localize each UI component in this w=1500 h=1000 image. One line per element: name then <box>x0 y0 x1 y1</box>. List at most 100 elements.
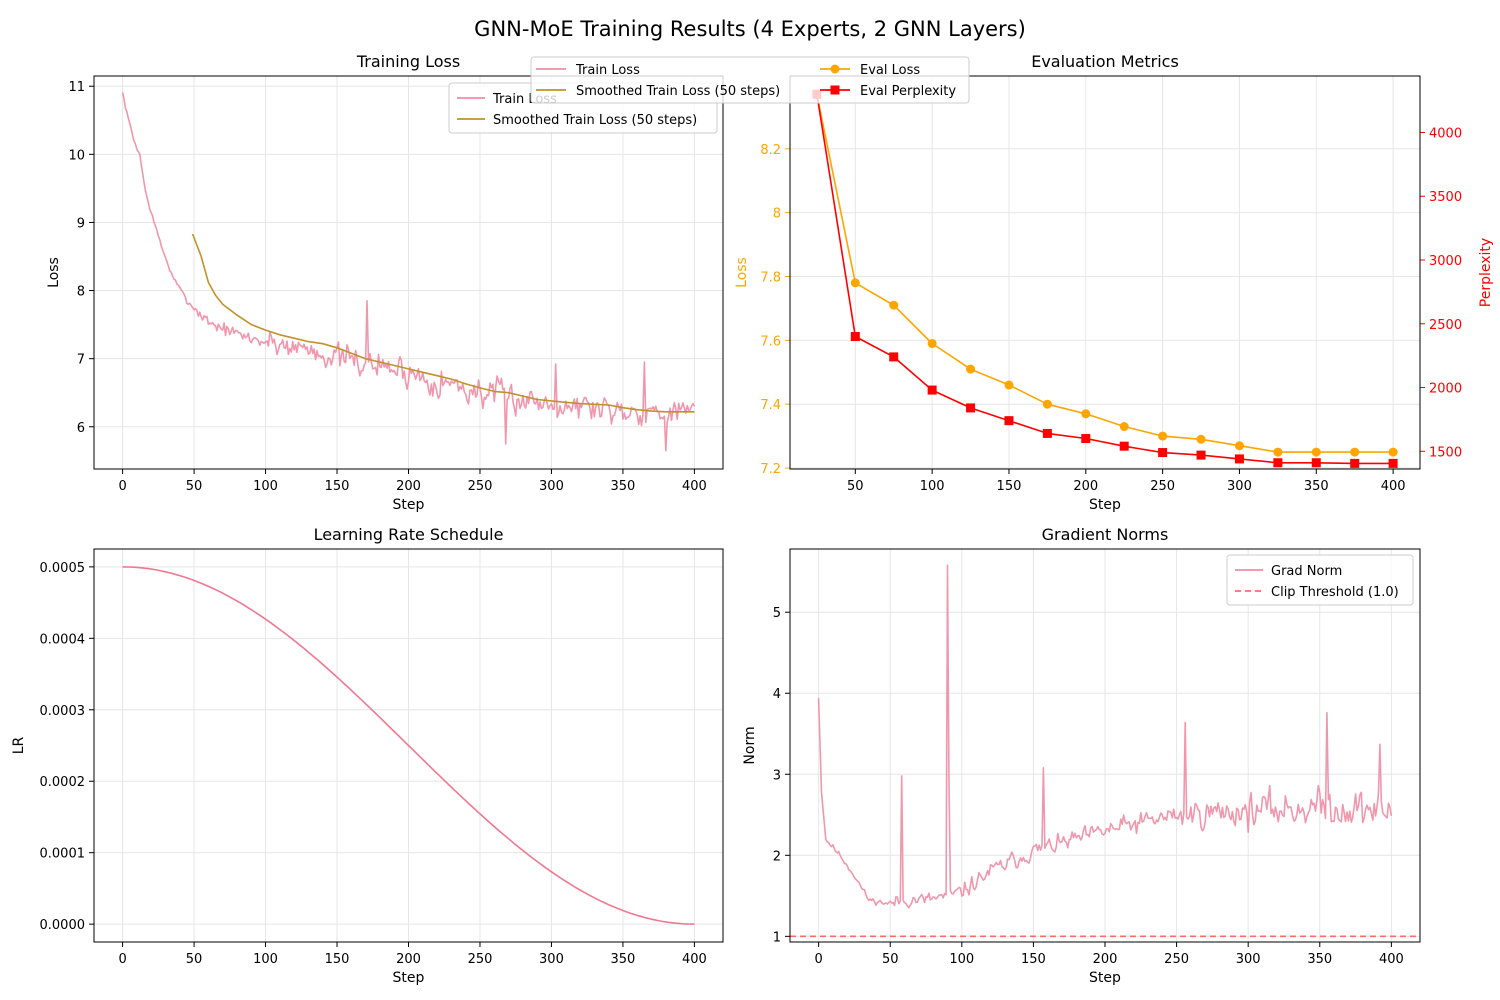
x-tick-label: 300 <box>1236 952 1261 967</box>
axes-frame <box>93 75 724 470</box>
chart-title: Evaluation Metrics <box>1031 52 1179 71</box>
gradient-norms-chart: Gradient Norms Step Norm 0 50 100 150 200 250 300… <box>742 525 1421 986</box>
y-tick-label: 0.0000 <box>40 918 86 933</box>
y-tick-label: 2 <box>773 849 781 864</box>
eval-loss-point <box>966 364 976 374</box>
x-tick-label: 100 <box>949 952 974 967</box>
chart-title: Learning Rate Schedule <box>314 525 504 544</box>
y-axis-label: Norm <box>742 726 758 764</box>
y-tick-label: 7.6 <box>760 334 781 349</box>
x-tick-label: 350 <box>1304 479 1329 494</box>
x-tick-label: 50 <box>186 952 203 967</box>
eval-perplexity-point <box>1273 458 1283 468</box>
eval-perplexity-point <box>1042 428 1052 438</box>
eval-loss-point <box>1081 409 1091 419</box>
eval-loss-point <box>927 339 937 349</box>
x-tick-label: 0 <box>118 952 126 967</box>
x-tick-label: 300 <box>539 952 564 967</box>
x-tick-label: 100 <box>920 479 945 494</box>
x-tick-label: 50 <box>186 479 203 494</box>
x-tick-label: 400 <box>1379 952 1404 967</box>
chart-title: Training Loss <box>356 52 460 71</box>
eval-loss-line <box>816 94 1394 453</box>
x-tick-label: 250 <box>468 479 493 494</box>
y-tick-label: 4 <box>773 687 781 702</box>
chart-title: Gradient Norms <box>1042 525 1169 544</box>
eval-perplexity-point <box>1311 458 1321 468</box>
legend-label: Train Loss <box>575 63 640 78</box>
x-axis-label: Step <box>1089 970 1121 986</box>
legend-label: Clip Threshold (1.0) <box>1271 585 1399 600</box>
eval-loss-point <box>889 300 899 310</box>
y-axis-label: Loss <box>46 257 62 288</box>
y-axis-label: Loss <box>734 257 750 288</box>
eval-perplexity-point <box>850 332 860 342</box>
smoothed-train-loss-50-steps-line <box>191 233 695 413</box>
x-axis-label: Step <box>393 497 425 513</box>
legend-marker <box>830 85 840 95</box>
y-tick-label: 3 <box>773 768 781 783</box>
x-tick-label: 200 <box>1073 479 1098 494</box>
legend-frame <box>1226 554 1414 606</box>
y-tick-label: 7 <box>77 353 85 368</box>
eval-perplexity-point <box>1004 416 1014 426</box>
eval-loss-point <box>1158 431 1168 441</box>
legend-label: Smoothed Train Loss (50 steps) <box>493 113 697 128</box>
x-tick-label: 100 <box>253 479 278 494</box>
eval-perplexity-line <box>816 94 1394 465</box>
y-right-tick-label: 2500 <box>1429 318 1462 333</box>
y-tick-label: 7.4 <box>760 398 781 413</box>
y-right-tick-label: 1500 <box>1429 445 1462 460</box>
eval-perplexity-point <box>1158 448 1168 458</box>
x-tick-label: 300 <box>539 479 564 494</box>
x-tick-label: 200 <box>396 479 421 494</box>
lr-line <box>122 566 695 925</box>
x-tick-label: 300 <box>1227 479 1252 494</box>
y-tick-label: 8 <box>773 207 781 222</box>
y-tick-label: 8.2 <box>760 143 781 158</box>
x-tick-label: 50 <box>847 479 864 494</box>
x-tick-label: 350 <box>611 479 636 494</box>
plot-area <box>790 564 1420 938</box>
legend-marker <box>830 64 840 74</box>
x-axis-label: Step <box>1089 497 1121 513</box>
x-tick-label: 150 <box>325 952 350 967</box>
eval-loss-point <box>1042 399 1052 409</box>
x-tick-label: 250 <box>468 952 493 967</box>
y-tick-label: 11 <box>68 80 85 95</box>
plot-area <box>812 89 1398 468</box>
plot-area <box>122 566 695 925</box>
x-tick-label: 400 <box>1381 479 1406 494</box>
grad-norm-line <box>817 564 1393 909</box>
y-right-tick-label: 2000 <box>1429 382 1462 397</box>
training-loss-chart: Training Loss Step Loss 0 50 100 150 200 250 300 3… <box>46 52 724 513</box>
eval-loss-point <box>1388 447 1398 457</box>
legend-label: Eval Loss <box>860 63 920 78</box>
eval-loss-point <box>1119 422 1129 432</box>
y-tick-label: 0.0004 <box>40 632 86 647</box>
evaluation-metrics-legend: Train Loss Smoothed Train Loss (50 steps)… <box>530 56 970 104</box>
x-tick-label: 200 <box>1093 952 1118 967</box>
y-tick-label: 8 <box>77 285 85 300</box>
x-tick-label: 350 <box>611 952 636 967</box>
eval-loss-point <box>1004 380 1014 390</box>
y-tick-label: 0.0003 <box>40 704 86 719</box>
eval-perplexity-point <box>927 385 937 395</box>
eval-loss-point <box>1311 447 1321 457</box>
x-tick-label: 100 <box>253 952 278 967</box>
x-tick-label: 50 <box>882 952 899 967</box>
learning-rate-chart: Learning Rate Schedule Step LR 0 50 100 150 200… <box>11 525 724 986</box>
eval-loss-point <box>1234 441 1244 451</box>
eval-perplexity-point <box>889 352 899 362</box>
y-tick-label: 9 <box>77 216 85 231</box>
eval-perplexity-point <box>1388 458 1398 468</box>
x-tick-label: 0 <box>118 479 126 494</box>
y-tick-label: 0.0001 <box>40 847 86 862</box>
eval-loss-point <box>850 278 860 288</box>
y-right-axis-label: Perplexity <box>1478 238 1494 307</box>
y-axis-label: LR <box>11 736 27 754</box>
eval-loss-point <box>1273 447 1283 457</box>
x-tick-label: 400 <box>682 479 707 494</box>
axes-frame <box>789 548 1421 943</box>
legend-label: Smoothed Train Loss (50 steps) <box>576 84 780 99</box>
